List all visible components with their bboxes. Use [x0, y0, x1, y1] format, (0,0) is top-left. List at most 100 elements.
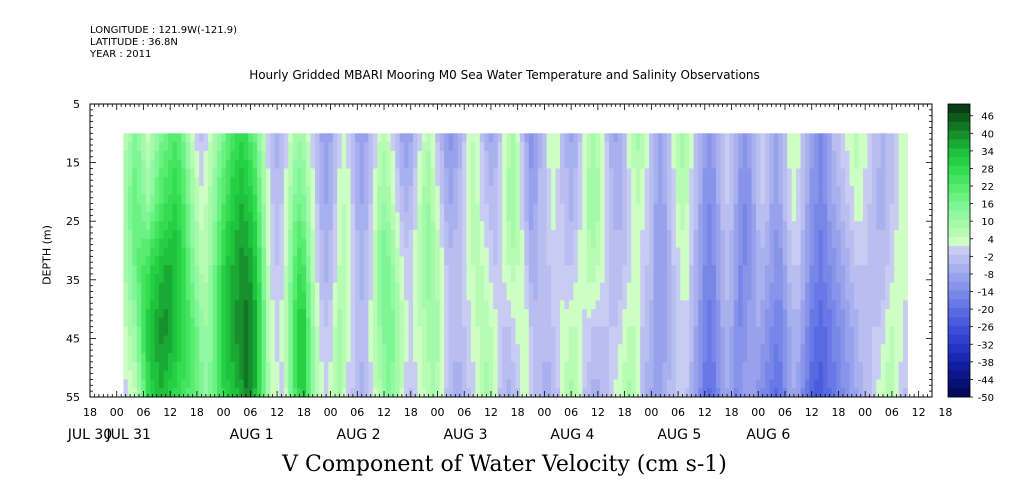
heatmap-cell [751, 335, 757, 345]
heatmap-cell [671, 238, 677, 248]
heatmap-cell [408, 344, 414, 354]
heatmap-cell [221, 353, 227, 363]
heatmap-cell [488, 370, 494, 380]
heatmap-cell [680, 221, 686, 231]
heatmap-cell [818, 229, 824, 240]
heatmap-cell [230, 238, 236, 248]
heatmap-cell [840, 168, 846, 178]
heatmap-cell [150, 247, 155, 257]
heatmap-cell [680, 326, 686, 336]
heatmap-cell [649, 265, 654, 275]
heatmap-cell [301, 353, 307, 363]
heatmap-cell [813, 177, 819, 187]
heatmap-cell [279, 212, 285, 222]
heatmap-cell [591, 353, 597, 363]
heatmap-cell [234, 221, 240, 231]
heatmap-cell [319, 150, 325, 161]
heatmap-cell [702, 317, 708, 328]
heatmap-cell [818, 221, 824, 231]
heatmap-cell [230, 133, 236, 143]
heatmap-cell [234, 142, 240, 152]
heatmap-cell [515, 194, 521, 205]
heatmap-cell [609, 212, 614, 222]
heatmap-cell [421, 238, 427, 248]
heatmap-cell [577, 142, 583, 152]
heatmap-cell [181, 150, 187, 161]
heatmap-cell [301, 168, 307, 178]
heatmap-cell [417, 238, 423, 248]
heatmap-cell [720, 344, 726, 354]
heatmap-cell [631, 133, 637, 143]
heatmap-cell [359, 317, 365, 328]
heatmap-cell [622, 335, 628, 345]
heatmap-cell [613, 300, 619, 310]
heatmap-cell [769, 265, 775, 275]
heatmap-cell [341, 361, 347, 372]
heatmap-cell [818, 238, 824, 248]
heatmap-cell [519, 186, 525, 196]
heatmap-cell [212, 159, 218, 169]
heatmap-cell [791, 265, 797, 275]
heatmap-cell [292, 229, 298, 240]
heatmap-cell [386, 133, 392, 143]
heatmap-cell [511, 265, 516, 275]
heatmap-cell [519, 194, 525, 205]
heatmap-cell [595, 142, 601, 152]
heatmap-cell [212, 194, 218, 205]
heatmap-cell [279, 326, 285, 336]
heatmap-cell [123, 282, 129, 292]
heatmap-cell [421, 256, 427, 266]
heatmap-cell [185, 194, 191, 205]
heatmap-cell [412, 194, 418, 205]
heatmap-cell [163, 133, 169, 143]
heatmap-cell [377, 309, 383, 319]
heatmap-cell [854, 221, 859, 231]
heatmap-cell [216, 221, 222, 231]
heatmap-cell [381, 291, 387, 301]
heatmap-cell [662, 168, 668, 178]
heatmap-cell [791, 238, 797, 248]
heatmap-cell [862, 133, 868, 143]
heatmap-cell [261, 133, 267, 143]
heatmap-cell [858, 388, 864, 398]
heatmap-cell [265, 291, 271, 301]
heatmap-cell [649, 186, 654, 196]
heatmap-cell [644, 177, 650, 187]
heatmap-cell [511, 238, 516, 248]
heatmap-cell [461, 265, 467, 275]
heatmap-cell [698, 168, 703, 178]
heatmap-cell [502, 317, 507, 328]
heatmap-cell [555, 361, 561, 372]
heatmap-cell [760, 344, 766, 354]
heatmap-cell [675, 186, 681, 196]
heatmap-cell [123, 229, 129, 240]
heatmap-cell [524, 221, 530, 231]
heatmap-cell [617, 186, 623, 196]
heatmap-cell [328, 150, 334, 161]
heatmap-cell [738, 379, 744, 389]
heatmap-cell [760, 379, 766, 389]
heatmap-cell [439, 309, 445, 319]
heatmap-cell [840, 247, 846, 257]
heatmap-cell [221, 309, 227, 319]
heatmap-cell [310, 379, 316, 389]
heatmap-cell [707, 353, 712, 363]
heatmap-cell [626, 221, 632, 231]
heatmap-cell [390, 317, 396, 328]
heatmap-cell [412, 133, 418, 143]
heatmap-cell [203, 177, 209, 187]
heatmap-cell [141, 379, 147, 389]
heatmap-cell [159, 282, 164, 292]
heatmap-cell [573, 317, 579, 328]
heatmap-cell [577, 282, 583, 292]
heatmap-cell [613, 317, 619, 328]
heatmap-cell [551, 133, 556, 143]
heatmap-cell [386, 353, 392, 363]
heatmap-cell [604, 221, 610, 231]
heatmap-cell [381, 317, 387, 328]
heatmap-cell [845, 177, 850, 187]
heatmap-cell [658, 388, 663, 398]
heatmap-cell [751, 256, 757, 266]
heatmap-cell [466, 388, 472, 398]
heatmap-cell [693, 344, 699, 354]
